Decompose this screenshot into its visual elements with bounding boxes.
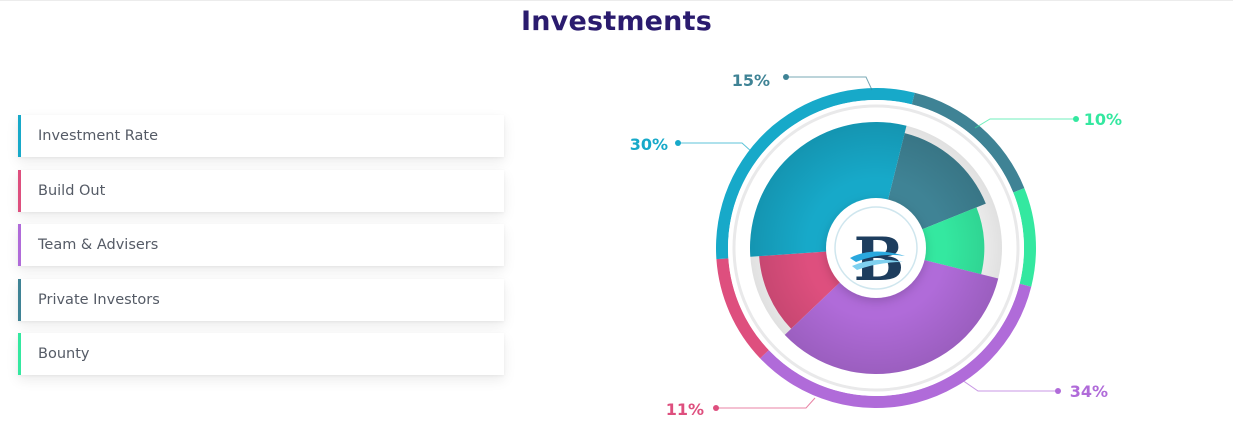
label-leaders: [675, 74, 1079, 411]
legend-item-label: Build Out: [38, 182, 106, 199]
label-leader-line: [678, 142, 753, 153]
legend-color-bar: [18, 278, 21, 321]
legend-item-label: Team & Advisers: [38, 237, 159, 253]
center-logo: [826, 198, 926, 298]
label-leader-dot: [713, 405, 719, 411]
label-leader-dot: [783, 74, 789, 80]
ring-separator: [732, 104, 1020, 392]
slice-percent-label: 30%: [630, 135, 668, 154]
legend-color-bar: [18, 169, 21, 212]
slice-percent-label: 11%: [666, 400, 704, 419]
legend-item-label: Bounty: [38, 346, 90, 362]
legend-item-label: Private Investors: [38, 291, 160, 308]
top-divider: [0, 0, 1233, 1]
logo-wave-icon: [852, 259, 903, 270]
outer-ring-segment: [1013, 188, 1036, 287]
slice-labels: 15% 10% 34% 11% 30%: [630, 71, 1122, 419]
legend-list: Investment Rate Build Out Team & Adviser…: [18, 115, 504, 388]
legend-color-bar: [18, 333, 21, 375]
page-title: Investments: [520, 6, 712, 37]
outer-ring: [716, 88, 1036, 409]
label-leader-dot: [1073, 116, 1079, 122]
label-leader-line: [786, 76, 873, 91]
slice-percent-label: 10%: [1084, 110, 1122, 129]
label-leader-line: [716, 397, 816, 409]
outer-ring-segment: [760, 283, 1032, 409]
legend-item-build-out[interactable]: Build Out: [18, 169, 504, 212]
legend-item-bounty[interactable]: Bounty: [18, 333, 504, 375]
legend-color-bar: [18, 115, 21, 157]
slice-percent-label: 15%: [732, 71, 770, 90]
legend-item-label: Investment Rate: [38, 128, 158, 144]
outer-ring-segment: [716, 258, 769, 359]
label-leader-line: [961, 379, 1058, 392]
slice-percent-label: 34%: [1070, 382, 1108, 401]
logo-wave-icon: [850, 251, 905, 262]
legend-color-bar: [18, 224, 21, 266]
label-leader-dot: [675, 140, 681, 146]
legend-item-team-advisers[interactable]: Team & Advisers: [18, 224, 504, 266]
label-leader-dot: [1055, 388, 1061, 394]
legend-item-investment-rate[interactable]: Investment Rate: [18, 115, 504, 157]
center-logo-ring: [834, 206, 918, 290]
label-leader-line: [974, 118, 1076, 129]
outer-ring-segment: [911, 92, 1025, 193]
legend-item-private-investors[interactable]: Private Investors: [18, 278, 504, 321]
